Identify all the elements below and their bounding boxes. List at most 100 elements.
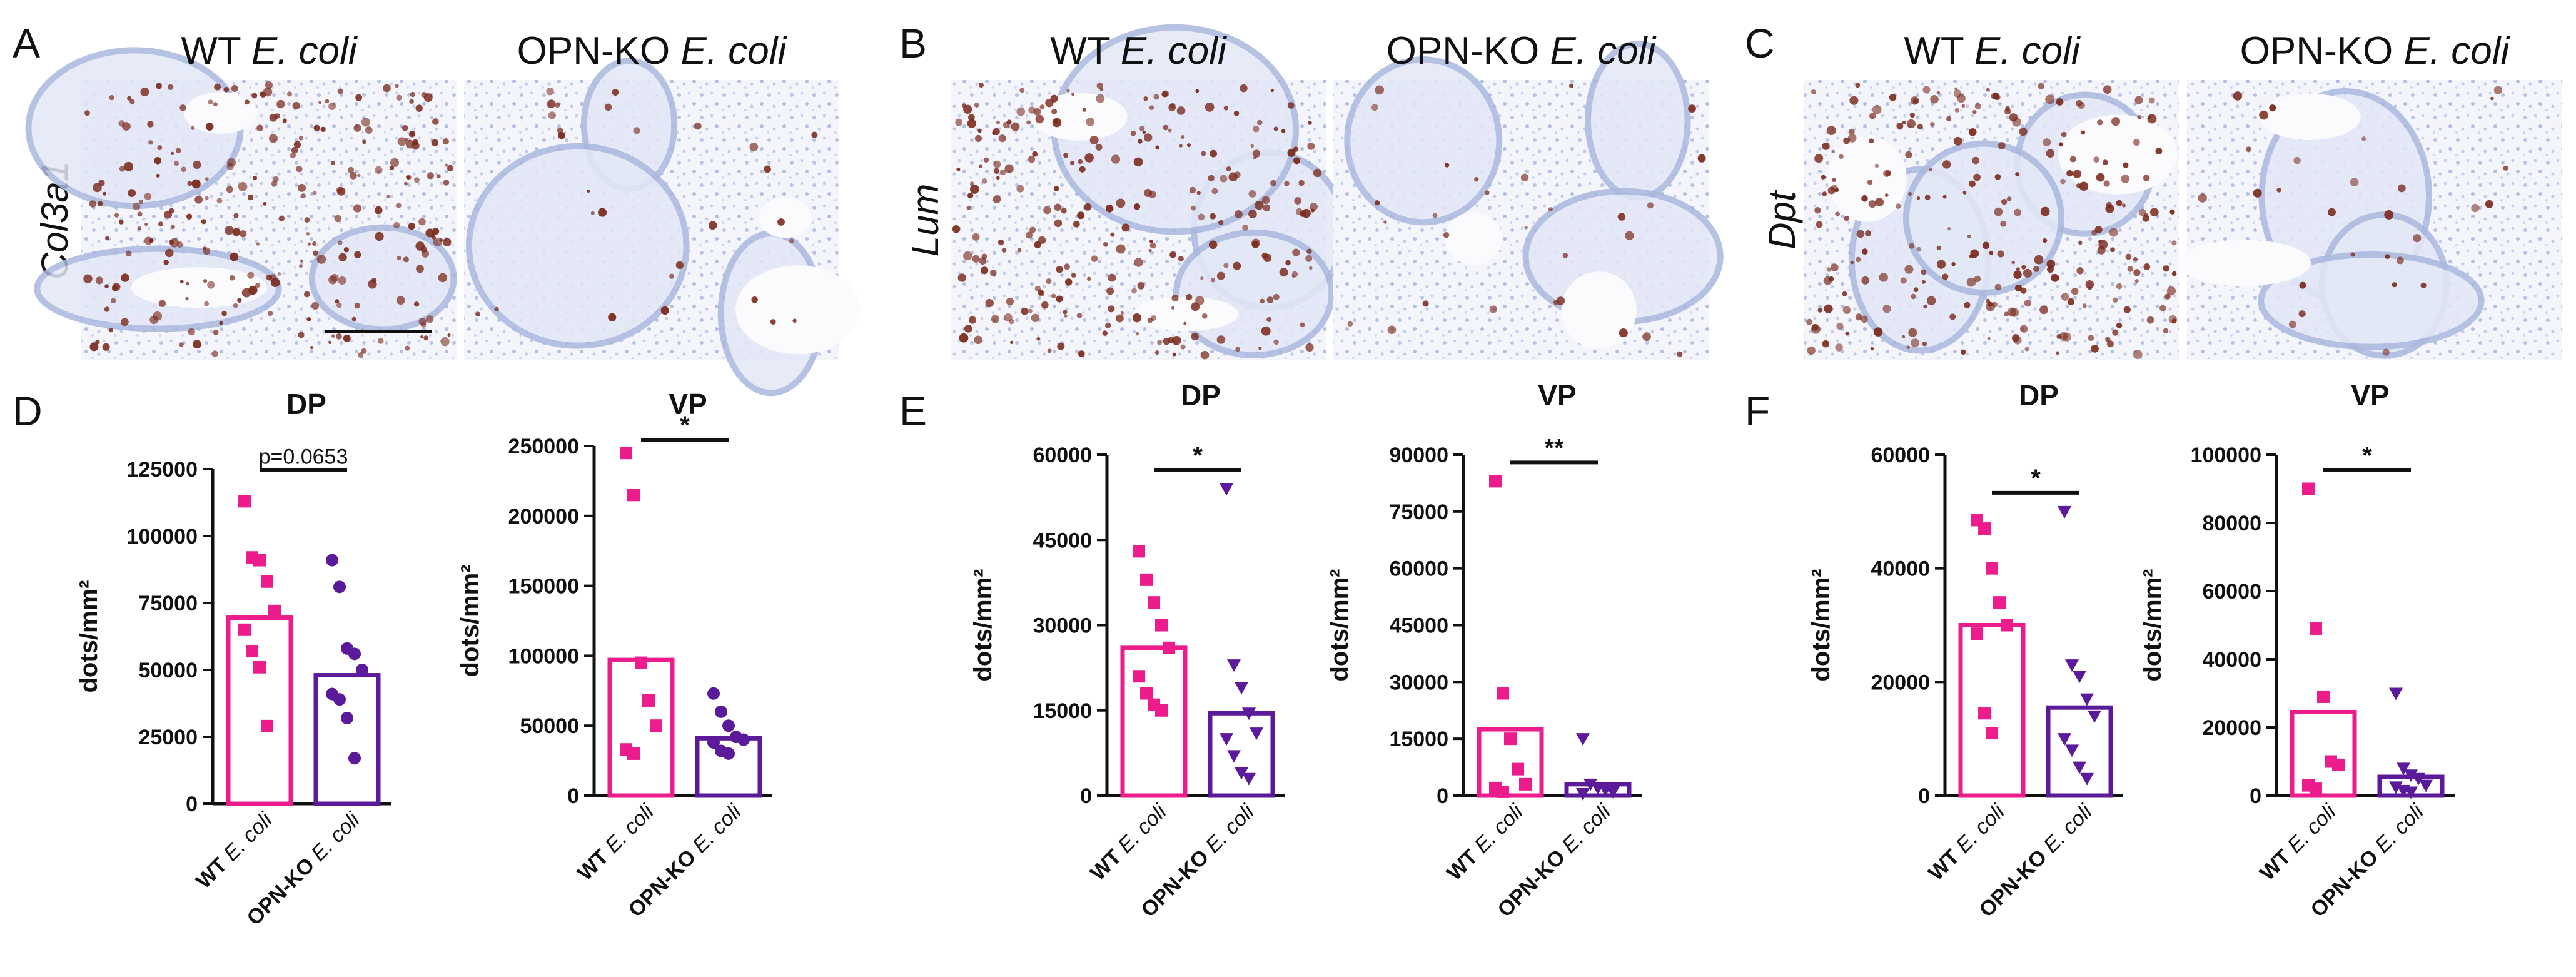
stain-dot [409, 99, 414, 104]
stain-dot [633, 127, 640, 134]
stain-dot [122, 122, 131, 131]
stain-dot [338, 240, 343, 245]
stain-dot [1619, 328, 1628, 338]
stain-dot [432, 118, 439, 125]
data-point [2310, 782, 2322, 796]
stain-dot [104, 306, 110, 312]
stain-dot [2143, 175, 2150, 181]
stain-dot [1839, 154, 1844, 159]
stain-dot [1906, 119, 1916, 129]
y-tick-label: 75000 [1389, 500, 1448, 524]
ko-bar [1208, 711, 1275, 798]
stain-dot [425, 228, 435, 238]
data-point [1235, 767, 1248, 780]
stain-dot [1557, 296, 1565, 305]
significance-label: * [680, 412, 690, 439]
stain-dot [1178, 255, 1184, 261]
stain-dot [440, 337, 450, 347]
stain-dot [2490, 96, 2494, 101]
ko-micrograph-c [2178, 80, 2562, 360]
stain-dot [237, 298, 242, 303]
data-point [635, 656, 647, 669]
stain-dot [1210, 278, 1215, 283]
stain-dot [1252, 149, 1261, 158]
stain-dot [1168, 128, 1172, 133]
data-point [1504, 732, 1517, 746]
stain-dot [1387, 325, 1397, 335]
stain-dot [1375, 85, 1385, 95]
stain-dot [2149, 208, 2159, 217]
stain-dot [972, 255, 980, 263]
stain-dot [1817, 308, 1823, 313]
stain-dot [1183, 321, 1187, 325]
chart-title: VP [669, 388, 707, 420]
data-point [253, 661, 266, 674]
lumen-space [2058, 114, 2178, 195]
stain-dot [375, 231, 384, 241]
data-point [2404, 786, 2418, 799]
stain-dot [1845, 331, 1850, 336]
stain-dot [990, 270, 997, 276]
stain-dot [1882, 170, 1891, 178]
stain-dot [1962, 191, 1967, 195]
stain-dot [110, 298, 116, 304]
stain-dot [2102, 159, 2108, 165]
stain-dot [144, 193, 152, 200]
lumen-space [2259, 93, 2361, 140]
stain-dot [1261, 196, 1270, 205]
stain-dot [1096, 82, 1103, 89]
stain-dot [164, 248, 174, 258]
data-point [1978, 707, 1991, 720]
stain-dot [1171, 306, 1175, 310]
y-tick-label: 60000 [1871, 443, 1930, 467]
y-tick-label: 0 [2250, 784, 2261, 808]
stain-dot [313, 124, 320, 131]
stain-dot [2397, 184, 2406, 193]
significance-label: * [1193, 442, 1203, 470]
stain-dot [2137, 115, 2142, 119]
stain-dot [2116, 283, 2123, 290]
stain-dot [669, 273, 675, 279]
stain-dot [1985, 298, 1991, 303]
y-tick-label: 100000 [127, 525, 198, 549]
data-point [707, 736, 720, 749]
stain-dot [1210, 149, 1218, 158]
stain-dot [2040, 206, 2050, 216]
stain-dot [1568, 83, 1574, 88]
stain-dot [1263, 204, 1271, 212]
stain-dot [1923, 304, 1927, 309]
stain-dot [375, 166, 383, 175]
stain-dot [2013, 270, 2022, 279]
stain-dot [2121, 203, 2126, 208]
stain-dot [1084, 153, 1094, 163]
stain-dot [1869, 138, 1874, 144]
stain-dot [604, 103, 612, 111]
stain-dot [1063, 310, 1068, 315]
stain-dot [1235, 347, 1240, 352]
stain-dot [158, 300, 166, 307]
data-point [1163, 641, 1175, 654]
stain-dot [290, 152, 296, 159]
stain-dot [546, 87, 554, 96]
wt-bar [1120, 645, 1188, 798]
stain-dot [751, 296, 758, 303]
stain-dot [1953, 136, 1962, 146]
stain-dot [1697, 154, 1706, 163]
stain-dot [1688, 104, 1696, 113]
stain-dot [1285, 260, 1291, 266]
stain-dot [1974, 275, 1981, 283]
stain-dot [335, 333, 342, 340]
y-tick-label: 60000 [2202, 580, 2261, 604]
lumen-space [1031, 93, 1128, 141]
stain-dot [1964, 301, 1971, 309]
stain-dot [2075, 99, 2083, 107]
chart-title: VP [2351, 379, 2389, 412]
stain-dot [2384, 210, 2394, 220]
stain-dot [1861, 195, 1868, 202]
data-point [261, 575, 273, 588]
stain-dot [1116, 314, 1124, 323]
stain-dot [1953, 89, 1962, 98]
stain-dot [1138, 139, 1143, 144]
stain-dot [1105, 322, 1111, 328]
